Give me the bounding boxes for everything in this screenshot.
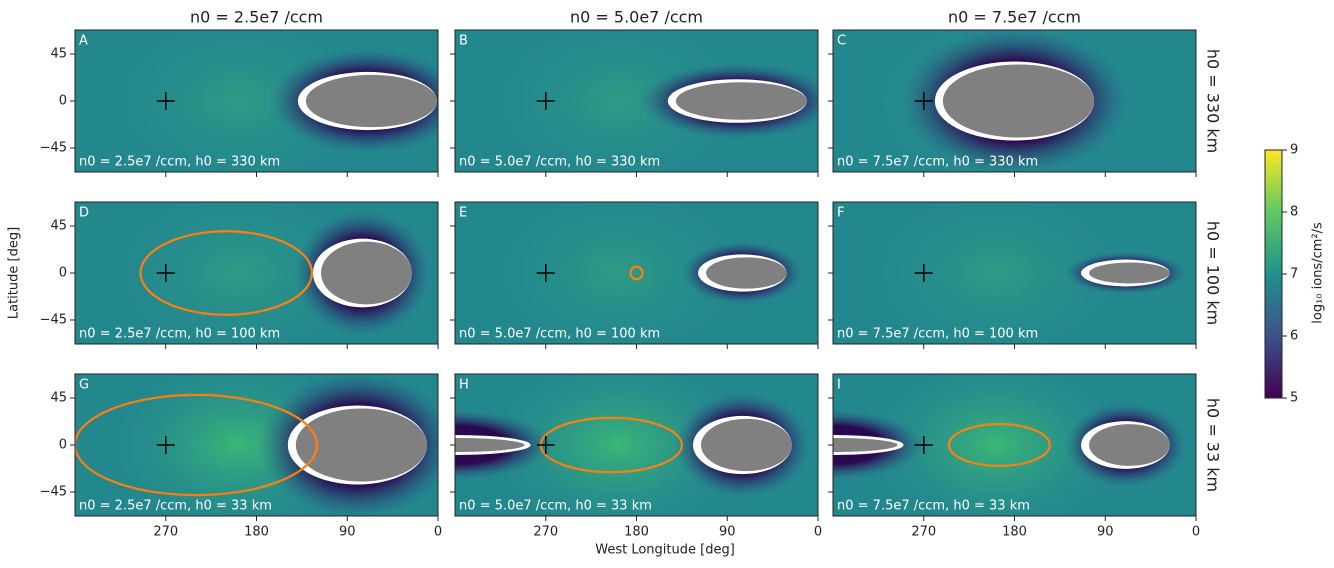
x-tick-label: 90 bbox=[1097, 525, 1114, 540]
colorbar-tick-label: 7 bbox=[1290, 267, 1298, 282]
panel-label: E bbox=[459, 206, 467, 221]
colorbar-tick-label: 5 bbox=[1290, 391, 1298, 406]
panel-annotation: n0 = 7.5e7 /ccm, h0 = 330 km bbox=[837, 155, 1038, 170]
x-axis-label: West Longitude [deg] bbox=[595, 543, 735, 558]
panel-label: A bbox=[79, 34, 88, 49]
colorbar bbox=[1265, 150, 1282, 398]
gray-blob bbox=[943, 64, 1094, 137]
gray-blob bbox=[321, 242, 412, 305]
colorbar-label: log₁₀ ions/cm²/s bbox=[1311, 222, 1326, 324]
panel-annotation: n0 = 5.0e7 /ccm, h0 = 100 km bbox=[459, 327, 660, 342]
y-tick-label: 0 bbox=[59, 438, 67, 453]
x-tick-label: 0 bbox=[434, 525, 442, 540]
row-title: h0 = 100 km bbox=[1204, 221, 1223, 325]
x-tick-label: 270 bbox=[533, 525, 558, 540]
row-title: h0 = 330 km bbox=[1204, 49, 1223, 153]
panel: An0 = 2.5e7 /ccm, h0 = 330 km 45 0 −45 bbox=[40, 16, 466, 186]
x-tick-label: 270 bbox=[911, 525, 936, 540]
x-tick-label: 90 bbox=[719, 525, 736, 540]
row-title: h0 = 33 km bbox=[1204, 398, 1223, 492]
x-tick-label: 180 bbox=[1002, 525, 1027, 540]
panel-label: H bbox=[459, 378, 469, 393]
colorbar-tick-label: 6 bbox=[1290, 329, 1298, 344]
gray-blob bbox=[676, 82, 807, 120]
colorbar-tick-label: 9 bbox=[1290, 143, 1298, 158]
figure: West Longitude [deg] Latitude [deg] log₁… bbox=[0, 0, 1334, 564]
panel-label: I bbox=[837, 378, 841, 393]
panel-annotation: n0 = 5.0e7 /ccm, h0 = 330 km bbox=[459, 155, 660, 170]
panel-label: B bbox=[459, 34, 468, 49]
column-title: n0 = 2.5e7 /ccm bbox=[190, 8, 323, 27]
gray-blob bbox=[706, 257, 787, 288]
x-tick-label: 270 bbox=[153, 525, 178, 540]
panel-annotation: n0 = 7.5e7 /ccm, h0 = 100 km bbox=[837, 327, 1038, 342]
panel: Bn0 = 5.0e7 /ccm, h0 = 330 km bbox=[450, 16, 836, 186]
x-tick-label: 0 bbox=[1192, 525, 1200, 540]
gray-blob bbox=[701, 419, 792, 471]
colorbar-tick-label: 8 bbox=[1290, 205, 1298, 220]
panel: En0 = 5.0e7 /ccm, h0 = 100 km bbox=[450, 188, 818, 358]
y-tick-label: 0 bbox=[59, 94, 67, 109]
panel: Cn0 = 7.5e7 /ccm, h0 = 330 km bbox=[828, 16, 1196, 186]
panel-label: C bbox=[837, 34, 846, 49]
x-tick-label: 180 bbox=[244, 525, 269, 540]
gray-blob bbox=[296, 408, 427, 481]
panel-annotation: n0 = 2.5e7 /ccm, h0 = 100 km bbox=[79, 327, 280, 342]
gray-blob bbox=[1089, 263, 1170, 284]
panel: Gn0 = 2.5e7 /ccm, h0 = 33 km 270 180 90 0 45 0… bbox=[40, 360, 456, 540]
column-title: n0 = 7.5e7 /ccm bbox=[948, 8, 1081, 27]
y-axis-label: Latitude [deg] bbox=[7, 227, 22, 319]
y-tick-label: −45 bbox=[40, 140, 67, 155]
y-tick-label: 45 bbox=[50, 391, 67, 406]
panel-annotation: n0 = 2.5e7 /ccm, h0 = 33 km bbox=[79, 499, 272, 514]
panel-annotation: n0 = 2.5e7 /ccm, h0 = 330 km bbox=[79, 155, 280, 170]
panel-annotation: n0 = 7.5e7 /ccm, h0 = 33 km bbox=[837, 499, 1030, 514]
column-title: n0 = 5.0e7 /ccm bbox=[570, 8, 703, 27]
x-tick-label: 0 bbox=[814, 525, 822, 540]
gray-blob bbox=[1089, 424, 1170, 466]
x-tick-label: 90 bbox=[339, 525, 356, 540]
y-tick-label: −45 bbox=[40, 312, 67, 327]
x-tick-label: 180 bbox=[624, 525, 649, 540]
panel: Dn0 = 2.5e7 /ccm, h0 = 100 km 45 0 −45 bbox=[40, 188, 438, 358]
gray-blob bbox=[306, 75, 437, 127]
panel-label: F bbox=[837, 206, 844, 221]
y-tick-label: −45 bbox=[40, 484, 67, 499]
panel: Fn0 = 7.5e7 /ccm, h0 = 100 km bbox=[828, 188, 1196, 358]
panel-label: D bbox=[79, 206, 89, 221]
panel-annotation: n0 = 5.0e7 /ccm, h0 = 33 km bbox=[459, 499, 652, 514]
y-tick-label: 0 bbox=[59, 266, 67, 281]
page: West Longitude [deg] Latitude [deg] log₁… bbox=[0, 0, 1334, 568]
y-tick-label: 45 bbox=[50, 47, 67, 62]
panel-label: G bbox=[79, 378, 89, 393]
y-tick-label: 45 bbox=[50, 219, 67, 234]
